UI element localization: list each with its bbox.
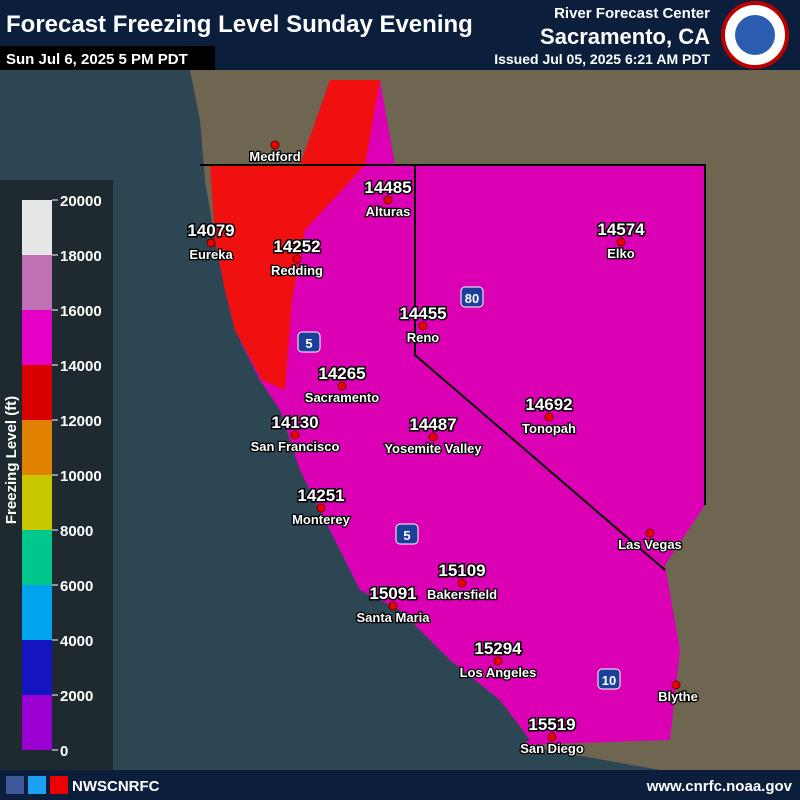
colorbar-band	[22, 640, 52, 695]
colorbar-label: 0	[60, 743, 68, 760]
city-name: Yosemite Valley	[384, 441, 482, 456]
colorbar-band	[22, 310, 52, 365]
freezing-level: 15109	[438, 561, 485, 580]
freezing-level: 15519	[528, 715, 575, 734]
freezing-level: 14252	[273, 237, 320, 256]
city-name: Alturas	[366, 204, 411, 219]
highway-number: 10	[602, 673, 616, 688]
colorbar-band	[22, 585, 52, 640]
city-dot	[493, 656, 503, 666]
colorbar-label: 14000	[60, 358, 102, 375]
valid-time: Sun Jul 6, 2025 5 PM PDT	[6, 51, 188, 68]
city-dot	[645, 528, 655, 538]
city-dot	[428, 432, 438, 442]
legend-title: Freezing Level (ft)	[3, 396, 20, 524]
colorbar-label: 16000	[60, 303, 102, 320]
colorbar-label: 12000	[60, 413, 102, 430]
city-name: Blythe	[658, 689, 698, 704]
freezing-level: 14485	[364, 178, 411, 197]
city-name: Santa Maria	[357, 610, 431, 625]
city-dot	[270, 140, 280, 150]
colorbar-band	[22, 695, 52, 750]
city-name: Reno	[407, 330, 440, 345]
youtube-icon[interactable]	[50, 776, 68, 794]
facebook-icon[interactable]	[6, 776, 24, 794]
city-dot	[337, 381, 347, 391]
colorbar-label: 2000	[60, 688, 93, 705]
city-name: Eureka	[189, 247, 233, 262]
colorbar-band	[22, 530, 52, 585]
freezing-level: 14079	[187, 221, 234, 240]
colorbar-band	[22, 200, 52, 255]
city-dot	[457, 578, 467, 588]
colorbar-band	[22, 365, 52, 420]
city-dot	[671, 680, 681, 690]
city-name: Redding	[271, 263, 323, 278]
highway-shield	[395, 523, 419, 545]
highway-shield	[597, 668, 621, 690]
highway-shield	[460, 286, 484, 308]
freezing-level: 14692	[525, 395, 572, 414]
city-dot	[292, 254, 302, 264]
website[interactable]: www.cnrfc.noaa.gov	[646, 778, 793, 795]
city-dot	[206, 238, 216, 248]
highway-number: 5	[403, 528, 410, 543]
highway-number: 80	[465, 291, 479, 306]
colorbar-band	[22, 255, 52, 310]
city-dot	[316, 503, 326, 513]
freezing-level: 14574	[597, 220, 645, 239]
city-dot	[418, 321, 428, 331]
footer	[0, 770, 800, 800]
freezing-level: 14251	[297, 486, 344, 505]
colorbar-label: 4000	[60, 633, 93, 650]
freezing-level: 14487	[409, 415, 456, 434]
city-dot	[290, 430, 300, 440]
colorbar-band	[22, 420, 52, 475]
agency: River Forecast Center	[554, 5, 710, 22]
city-name: Bakersfield	[427, 587, 497, 602]
freezing-level: 14265	[318, 364, 365, 383]
city-name: Tonopah	[522, 421, 576, 436]
title: Forecast Freezing Level Sunday Evening	[6, 11, 473, 38]
highway-shield	[297, 331, 321, 353]
forecast-area	[210, 80, 705, 745]
city-name: San Diego	[520, 741, 584, 756]
colorbar-label: 18000	[60, 248, 102, 265]
freezing-level: 15294	[474, 639, 522, 658]
colorbar-label: 20000	[60, 193, 102, 210]
city-name: Los Angeles	[460, 665, 537, 680]
city-dot	[616, 237, 626, 247]
twitter-icon[interactable]	[28, 776, 46, 794]
warm-zone	[210, 80, 380, 390]
city-dot	[547, 732, 557, 742]
freezing-level: 14455	[399, 304, 446, 323]
city-dot	[544, 412, 554, 422]
freezing-level: 14130	[271, 413, 318, 432]
city-name: Elko	[607, 246, 635, 261]
city-name: Medford	[249, 149, 300, 164]
city-dot	[383, 195, 393, 205]
office: Sacramento, CA	[540, 24, 710, 49]
colorbar-label: 8000	[60, 523, 93, 540]
city-name: Sacramento	[305, 390, 379, 405]
nws-logo-inner	[735, 15, 775, 55]
city-name: San Francisco	[251, 439, 340, 454]
city-dot	[388, 601, 398, 611]
freezing-level: 15091	[369, 584, 416, 603]
colorbar-label: 10000	[60, 468, 102, 485]
colorbar-label: 6000	[60, 578, 93, 595]
colorbar-band	[22, 475, 52, 530]
highway-number: 5	[305, 336, 312, 351]
issued: Issued Jul 05, 2025 6:21 AM PDT	[494, 51, 710, 67]
city-name: Monterey	[292, 512, 351, 527]
state-lines	[200, 164, 706, 571]
social-handle[interactable]: NWSCNRFC	[72, 778, 160, 795]
valid-bg	[0, 46, 215, 70]
city-name: Las Vegas	[618, 537, 682, 552]
